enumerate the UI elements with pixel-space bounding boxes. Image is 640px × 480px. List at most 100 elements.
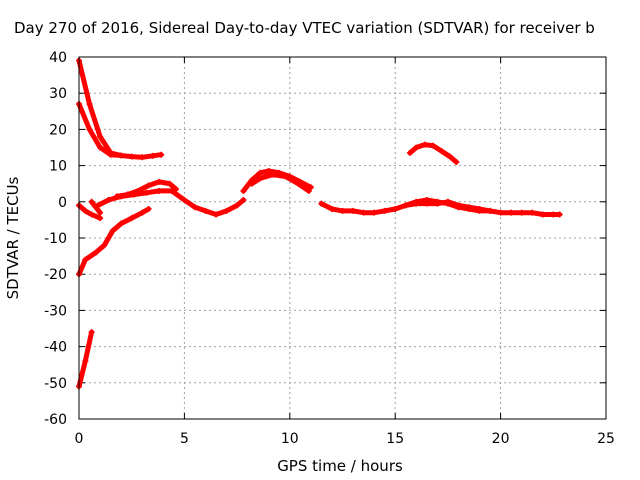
data-point — [156, 178, 163, 185]
series-line — [76, 206, 152, 277]
data-point — [257, 169, 264, 176]
y-tick-label: 30 — [49, 86, 67, 102]
data-point — [518, 209, 525, 216]
data-point — [234, 202, 241, 209]
data-point — [430, 142, 437, 149]
data-point — [423, 200, 430, 207]
data-point — [213, 211, 220, 218]
data-point — [139, 209, 146, 216]
x-tick-label: 5 — [180, 431, 189, 447]
series-line — [249, 172, 312, 194]
data-point — [88, 198, 95, 205]
x-tick-label: 10 — [281, 431, 299, 447]
data-point — [86, 126, 93, 133]
data-point — [168, 187, 175, 194]
series-arc-12 — [402, 198, 494, 214]
data-point — [109, 227, 116, 234]
data-point — [97, 133, 104, 140]
data-point — [339, 207, 346, 214]
data-point — [453, 158, 460, 165]
series-arc-2 — [76, 101, 125, 159]
y-tick-label: -40 — [44, 340, 67, 356]
series-arc-10 — [248, 171, 312, 194]
y-tick-label: -60 — [44, 412, 67, 428]
series-line — [76, 58, 164, 160]
data-point — [145, 206, 152, 213]
y-tick-label: 10 — [49, 159, 67, 175]
x-tick-label: 25 — [597, 431, 615, 447]
data-point — [248, 180, 255, 187]
y-tick-label: -50 — [44, 376, 67, 392]
data-point — [539, 211, 546, 218]
data-point — [328, 206, 335, 213]
series-arc-5 — [76, 206, 152, 278]
series-line — [76, 202, 103, 221]
data-point — [381, 207, 388, 214]
data-point — [223, 207, 230, 214]
data-point — [82, 256, 89, 263]
data-point — [145, 182, 152, 189]
data-point — [128, 153, 135, 160]
data-point — [92, 249, 99, 256]
data-point — [282, 173, 289, 180]
data-point — [265, 168, 272, 175]
y-tick-label: -20 — [44, 267, 67, 283]
data-point — [360, 209, 367, 216]
data-point — [240, 196, 247, 203]
data-point — [88, 329, 95, 336]
y-tick-label: 40 — [49, 50, 67, 66]
data-point — [101, 242, 108, 249]
data-point — [88, 211, 95, 218]
x-axis-label: GPS time / hours — [277, 457, 403, 475]
y-axis-label: SDTVAR / TECUs — [4, 176, 22, 299]
data-point — [392, 206, 399, 213]
series-layer — [76, 57, 563, 390]
data-point — [240, 187, 247, 194]
plot-frame — [78, 56, 607, 420]
data-point — [105, 196, 112, 203]
data-point — [413, 200, 420, 207]
data-point — [191, 204, 198, 211]
data-point — [97, 144, 104, 151]
data-point — [307, 184, 314, 191]
data-point — [97, 209, 104, 216]
chart-title: Day 270 of 2016, Sidereal Day-to-day VTE… — [14, 19, 595, 37]
data-point — [295, 180, 302, 187]
data-point — [421, 141, 428, 148]
series-arc-1 — [76, 57, 165, 161]
grid-layer — [79, 57, 606, 419]
data-point — [202, 207, 209, 214]
series-arc-11 — [318, 196, 563, 218]
data-point — [556, 211, 563, 218]
data-point — [166, 180, 173, 187]
data-point — [130, 191, 137, 198]
data-point — [487, 207, 494, 214]
series-arc-3 — [76, 202, 104, 222]
data-point — [86, 101, 93, 108]
data-point — [158, 151, 165, 158]
data-point — [455, 202, 462, 209]
data-point — [465, 204, 472, 211]
data-point — [438, 148, 445, 155]
data-point — [413, 144, 420, 151]
data-point — [402, 202, 409, 209]
data-point — [118, 152, 125, 159]
data-point — [97, 215, 104, 222]
data-point — [371, 209, 378, 216]
data-point — [257, 175, 264, 182]
data-point — [406, 149, 413, 156]
tick-layer: -60 -50 -40 -30 -20 -10 0 10 20 30 40 0 5 10 15 20 25 — [44, 50, 615, 447]
data-point — [107, 151, 114, 158]
data-point — [128, 215, 135, 222]
data-point — [143, 189, 150, 196]
data-point — [318, 200, 325, 207]
series-arc-8 — [94, 187, 247, 218]
data-point — [444, 198, 451, 205]
data-point — [350, 207, 357, 214]
data-point — [476, 206, 483, 213]
y-tick-label: 0 — [58, 195, 67, 211]
y-tick-label: -10 — [44, 231, 67, 247]
series-line — [95, 188, 246, 217]
data-point — [447, 153, 454, 160]
